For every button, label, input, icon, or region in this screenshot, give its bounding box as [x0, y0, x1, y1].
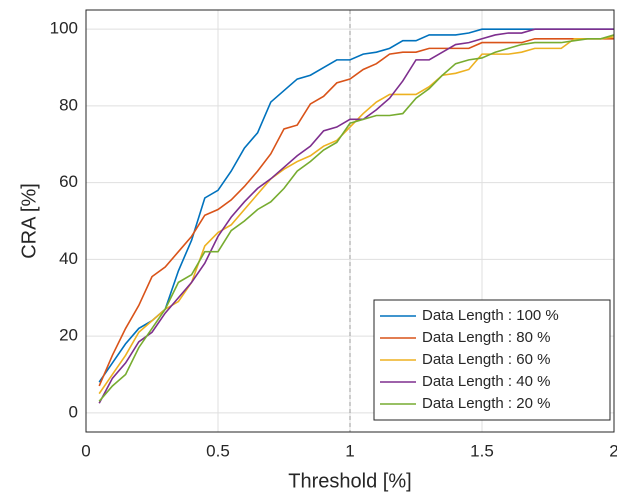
legend-label: Data Length : 20 %: [422, 395, 550, 412]
y-axis-label: CRA [%]: [18, 183, 40, 259]
axes-box: [85, 9, 615, 433]
legend-label: Data Length : 100 %: [422, 307, 559, 324]
y-tick-label: 20: [59, 326, 78, 345]
series-line: [98, 37, 614, 387]
x-tick-label: 0.5: [206, 441, 230, 460]
series-line: [98, 36, 615, 395]
y-tick-label: 40: [59, 249, 78, 268]
x-tick-label: 0: [81, 441, 90, 460]
x-tick-label: 1.5: [470, 441, 494, 460]
series-line: [98, 28, 614, 383]
series-line: [98, 28, 614, 404]
y-tick-label: 60: [59, 172, 78, 191]
x-tick-label: 1: [345, 441, 354, 460]
legend-label: Data Length : 40 %: [422, 373, 550, 390]
legend-label: Data Length : 60 %: [422, 351, 550, 368]
y-tick-label: 80: [59, 95, 78, 114]
y-tick-label: 0: [69, 402, 78, 421]
legend-label: Data Length : 80 %: [422, 329, 550, 346]
x-tick-label: 2: [609, 441, 617, 460]
x-axis-label: Threshold [%]: [288, 470, 411, 492]
series-line: [98, 34, 615, 402]
y-tick-label: 100: [50, 19, 78, 38]
